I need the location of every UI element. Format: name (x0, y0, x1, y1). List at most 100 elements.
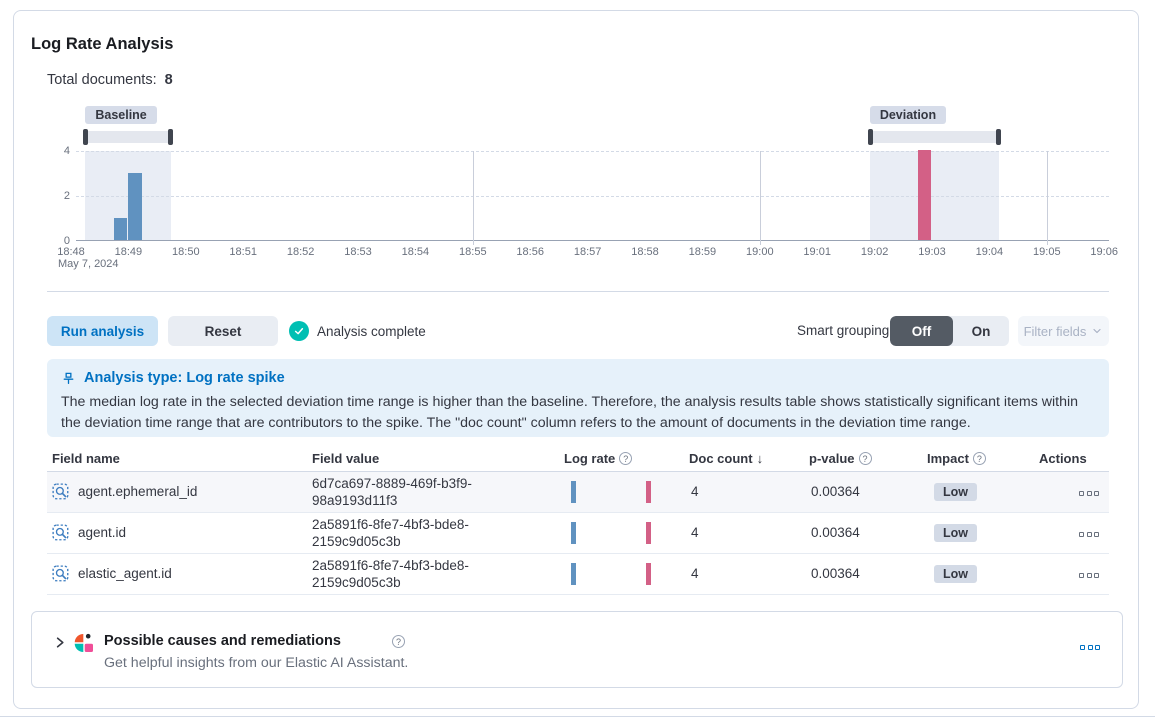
x-axis-date-label: May 7, 2024 (58, 258, 119, 270)
field-value-text: 2a5891f6-8fe7-4bf3-bde8-2159c9d05c3b (312, 557, 469, 590)
sparkline-bar (646, 562, 651, 585)
smart-grouping-off-button[interactable]: Off (890, 316, 953, 346)
analysis-status-text: Analysis complete (317, 323, 426, 339)
log-rate-help-icon[interactable]: ? (619, 452, 633, 466)
field-value-text: 2a5891f6-8fe7-4bf3-bde8-2159c9d05c3b (312, 516, 469, 549)
field-filter-icon[interactable] (52, 564, 70, 583)
x-tick-label: 19:05 (1033, 246, 1061, 258)
field-filter-icon[interactable] (52, 523, 70, 542)
x-tick-label: 18:59 (688, 246, 717, 258)
sparkline-bar (571, 480, 577, 503)
header-doc-count[interactable]: Doc count ↓ (689, 446, 809, 472)
baseline-bar (114, 217, 128, 240)
table-header-row: Field name Field value Log rate? Doc cou… (47, 446, 1109, 472)
x-tick-label: 19:01 (803, 246, 831, 258)
smart-grouping-label: Smart grouping (797, 323, 890, 338)
doc-count-value: 4 (689, 471, 809, 513)
x-tick-label: 18:49 (114, 246, 143, 258)
y-gridline (76, 151, 1109, 152)
panel-actions-button[interactable] (1078, 643, 1102, 652)
sparkline-bar (571, 521, 577, 544)
sort-desc-icon[interactable]: ↓ (756, 450, 764, 466)
log-rate-analysis-panel: Log Rate Analysis Total documents: 8 Bas… (13, 10, 1139, 709)
impact-help-icon[interactable]: ? (972, 452, 986, 466)
x-tick-label: 18:50 (172, 246, 200, 258)
results-table: Field name Field value Log rate? Doc cou… (47, 446, 1109, 595)
p-value-value: 0.00364 (809, 471, 927, 513)
sparkline-bar (646, 480, 651, 503)
baseline-brush-handle-right[interactable] (168, 129, 174, 145)
filter-fields-label: Filter fields (1023, 323, 1087, 339)
reset-button[interactable]: Reset (168, 316, 278, 346)
p-value-help-icon[interactable]: ? (858, 452, 872, 466)
x-tick-label: 18:52 (286, 246, 315, 258)
x-tick-label: 18:57 (573, 246, 602, 258)
x-gridline (472, 151, 474, 245)
field-name-text: agent.ephemeral_id (78, 484, 198, 499)
deviation-window (869, 151, 999, 240)
p-value-value: 0.00364 (809, 512, 927, 554)
accordion-subtitle: Get helpful insights from our Elastic AI… (104, 655, 409, 671)
smart-grouping-on-button[interactable]: On (953, 316, 1009, 346)
controls-row: Run analysis Reset Analysis complete Sma… (47, 316, 1109, 346)
deviation-brush[interactable] (867, 129, 1001, 145)
possible-causes-panel[interactable]: Possible causes and remediations ? Get h… (31, 611, 1123, 688)
document-count-chart: Baseline Deviation 0 2 4 18:48 18:49 18:50 18:… (47, 106, 1118, 276)
row-actions-button[interactable] (1077, 489, 1101, 498)
deviation-badge: Deviation (869, 106, 947, 124)
x-tick-label: 19:04 (975, 246, 1004, 258)
smart-grouping-toggle: Off On (890, 316, 1009, 346)
log-rate-sparkline (566, 562, 662, 585)
field-filter-icon[interactable] (52, 482, 70, 501)
accordion-help-icon[interactable]: ? (392, 635, 405, 648)
header-impact[interactable]: Impact? (927, 446, 1039, 472)
chevron-right-icon (56, 637, 64, 648)
x-tick-label: 19:00 (746, 246, 774, 258)
check-icon (289, 321, 309, 341)
y-gridline (76, 196, 1109, 197)
x-tick-label: 18:55 (459, 246, 487, 258)
row-actions-button[interactable] (1077, 571, 1101, 580)
impact-badge: Low (934, 482, 977, 501)
total-documents-label: Total documents: (47, 72, 157, 88)
x-tick-label: 18:51 (229, 246, 257, 258)
baseline-brush[interactable] (83, 129, 174, 145)
table-row: agent.id 2a5891f6-8fe7-4bf3-bde8-2159c9d… (47, 512, 1109, 554)
baseline-brush-handle-left[interactable] (83, 129, 89, 145)
y-axis-label: 4 (63, 145, 70, 157)
field-name-text: agent.id (78, 525, 127, 540)
header-field-value: Field value (312, 446, 564, 472)
impact-badge: Low (934, 523, 977, 542)
field-name-text: elastic_agent.id (78, 566, 172, 581)
header-log-rate[interactable]: Log rate? (564, 446, 689, 472)
section-divider (47, 291, 1109, 292)
accordion-title[interactable]: Possible causes and remediations (104, 633, 341, 649)
run-analysis-button[interactable]: Run analysis (47, 316, 158, 346)
field-value-text: 6d7ca697-8889-469f-b3f9-98a9193d11f3 (312, 475, 472, 508)
x-tick-label: 18:56 (516, 246, 544, 258)
analysis-type-callout: Analysis type: Log rate spike The median… (47, 359, 1109, 437)
page-title: Log Rate Analysis (31, 35, 174, 53)
table-row: agent.ephemeral_id 6d7ca697-8889-469f-b3… (47, 471, 1109, 513)
x-tick-label: 19:06 (1090, 246, 1118, 258)
x-tick-label: 18:54 (401, 246, 430, 258)
y-axis-label: 0 (63, 235, 70, 247)
row-actions-button[interactable] (1077, 530, 1101, 539)
header-field-name: Field name (47, 446, 312, 472)
y-axis-label: 2 (63, 190, 70, 202)
baseline-badge: Baseline (85, 106, 157, 124)
deviation-bar (917, 150, 931, 240)
filter-fields-button[interactable]: Filter fields (1018, 316, 1109, 346)
callout-body-text: The median log rate in the selected devi… (61, 394, 1079, 431)
pin-icon (63, 372, 74, 384)
deviation-brush-handle-left[interactable] (867, 129, 873, 145)
header-p-value[interactable]: p-value? (809, 446, 927, 472)
doc-count-value: 4 (689, 553, 809, 595)
header-actions: Actions (1039, 446, 1109, 472)
deviation-brush-handle-right[interactable] (995, 129, 1001, 145)
x-tick-label: 18:53 (344, 246, 372, 258)
page-divider (0, 716, 1155, 717)
accordion-expand-button[interactable] (50, 633, 69, 655)
total-documents: Total documents: 8 (47, 72, 173, 88)
x-tick-label: 18:48 (57, 246, 85, 258)
